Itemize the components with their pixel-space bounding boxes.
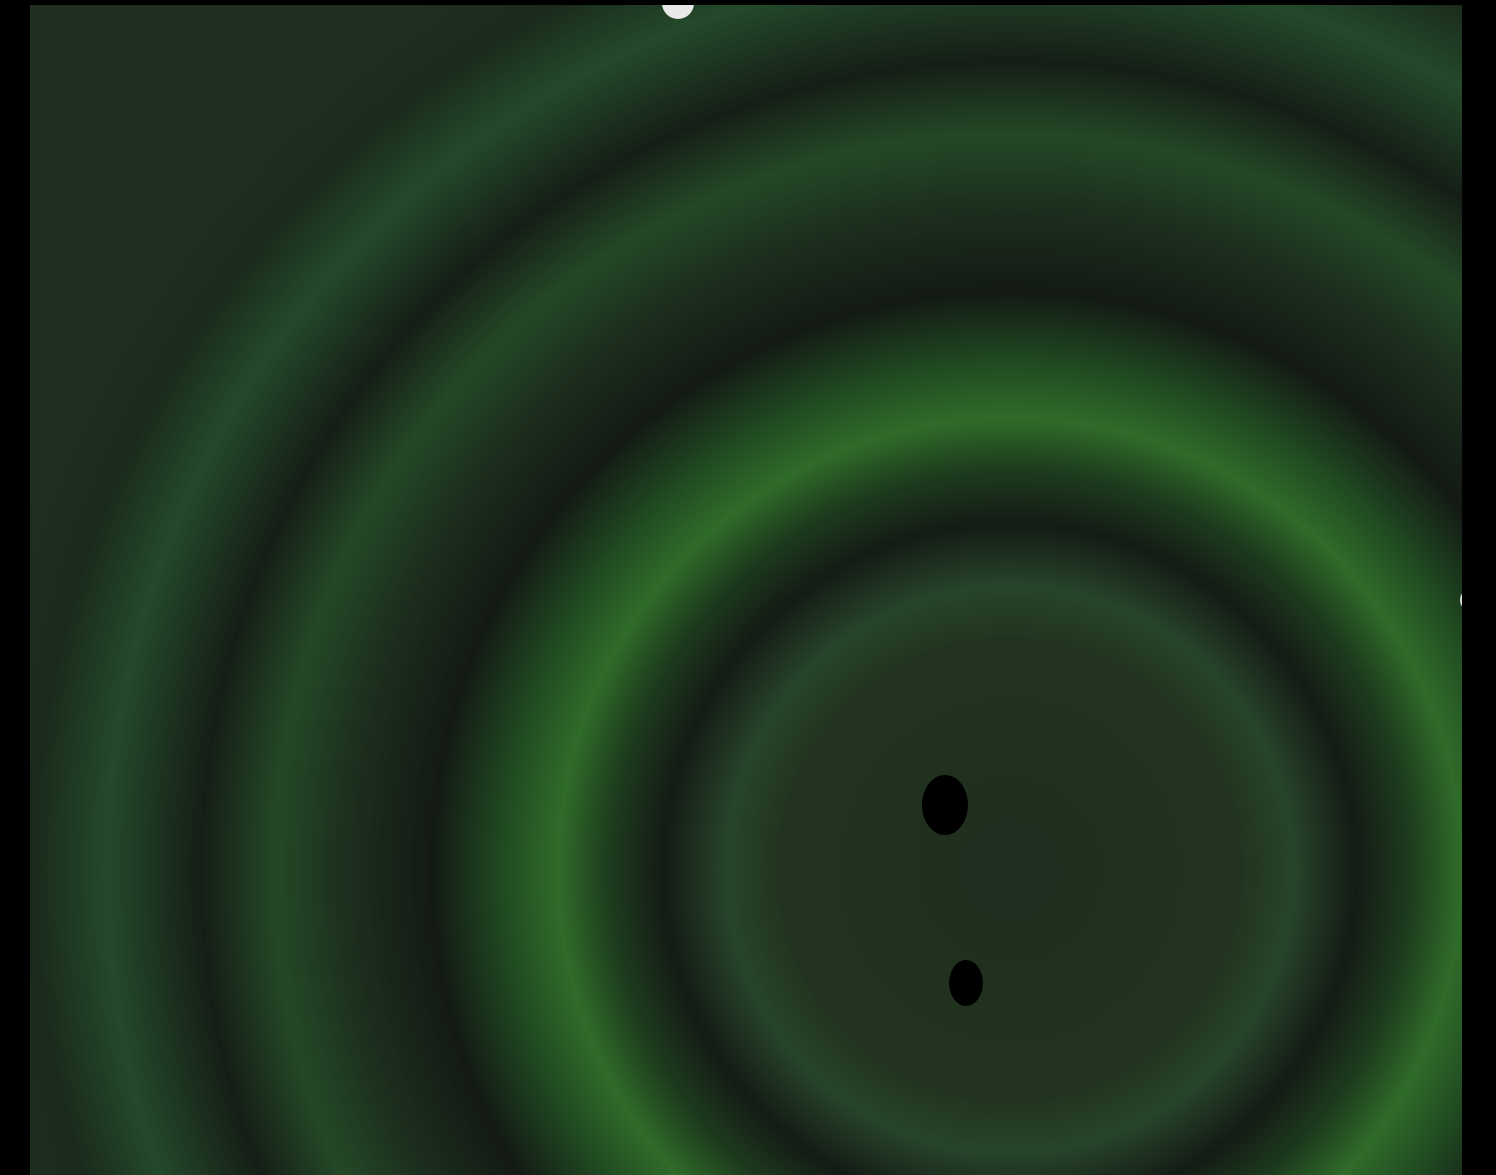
water-surface bbox=[30, 5, 1462, 1175]
source-point bbox=[922, 775, 968, 835]
light-source bbox=[662, 5, 694, 19]
source-point bbox=[949, 960, 983, 1006]
light-source bbox=[1460, 593, 1462, 607]
